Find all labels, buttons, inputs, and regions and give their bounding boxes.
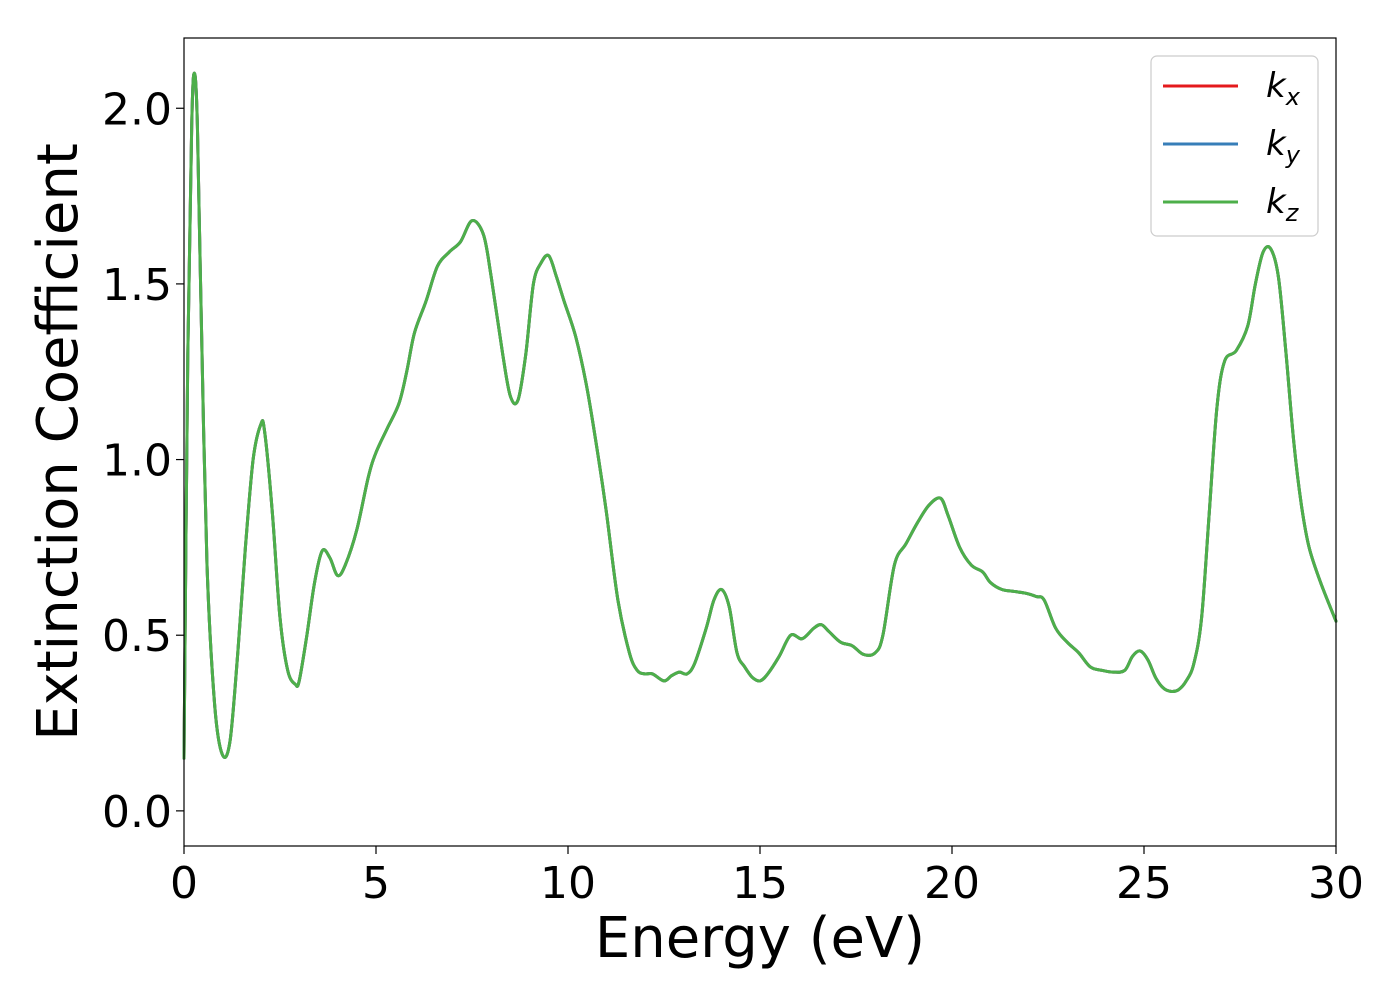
- legend-label: kx: [1266, 66, 1301, 111]
- y-tick-label: 1.5: [102, 260, 172, 311]
- ticks-layer: 0 5 10 15 20 25 30 0.0 0.5 1.0 1.5 2.0: [102, 84, 1364, 909]
- x-tick-label: 5: [362, 858, 390, 909]
- y-axis-title: Extinction Coefficient: [26, 143, 91, 741]
- y-tick-label: 0.0: [102, 787, 172, 838]
- x-axis-title: Energy (eV): [595, 906, 925, 971]
- x-tick-label: 25: [1116, 858, 1172, 909]
- legend-box: [1150, 55, 1319, 237]
- plot-frame: [183, 37, 1337, 847]
- x-tick-label: 15: [732, 858, 788, 909]
- y-tick-label: 2.0: [102, 84, 172, 135]
- x-tick-label: 20: [924, 858, 980, 909]
- x-tick-label: 30: [1308, 858, 1364, 909]
- series-line-kz: [182, 71, 1338, 760]
- y-tick-label: 0.5: [102, 611, 172, 662]
- x-tick-label: 10: [540, 858, 596, 909]
- y-tick-label: 1.0: [102, 436, 172, 487]
- series-layer: [182, 71, 1338, 760]
- x-tick-label: 0: [170, 858, 198, 909]
